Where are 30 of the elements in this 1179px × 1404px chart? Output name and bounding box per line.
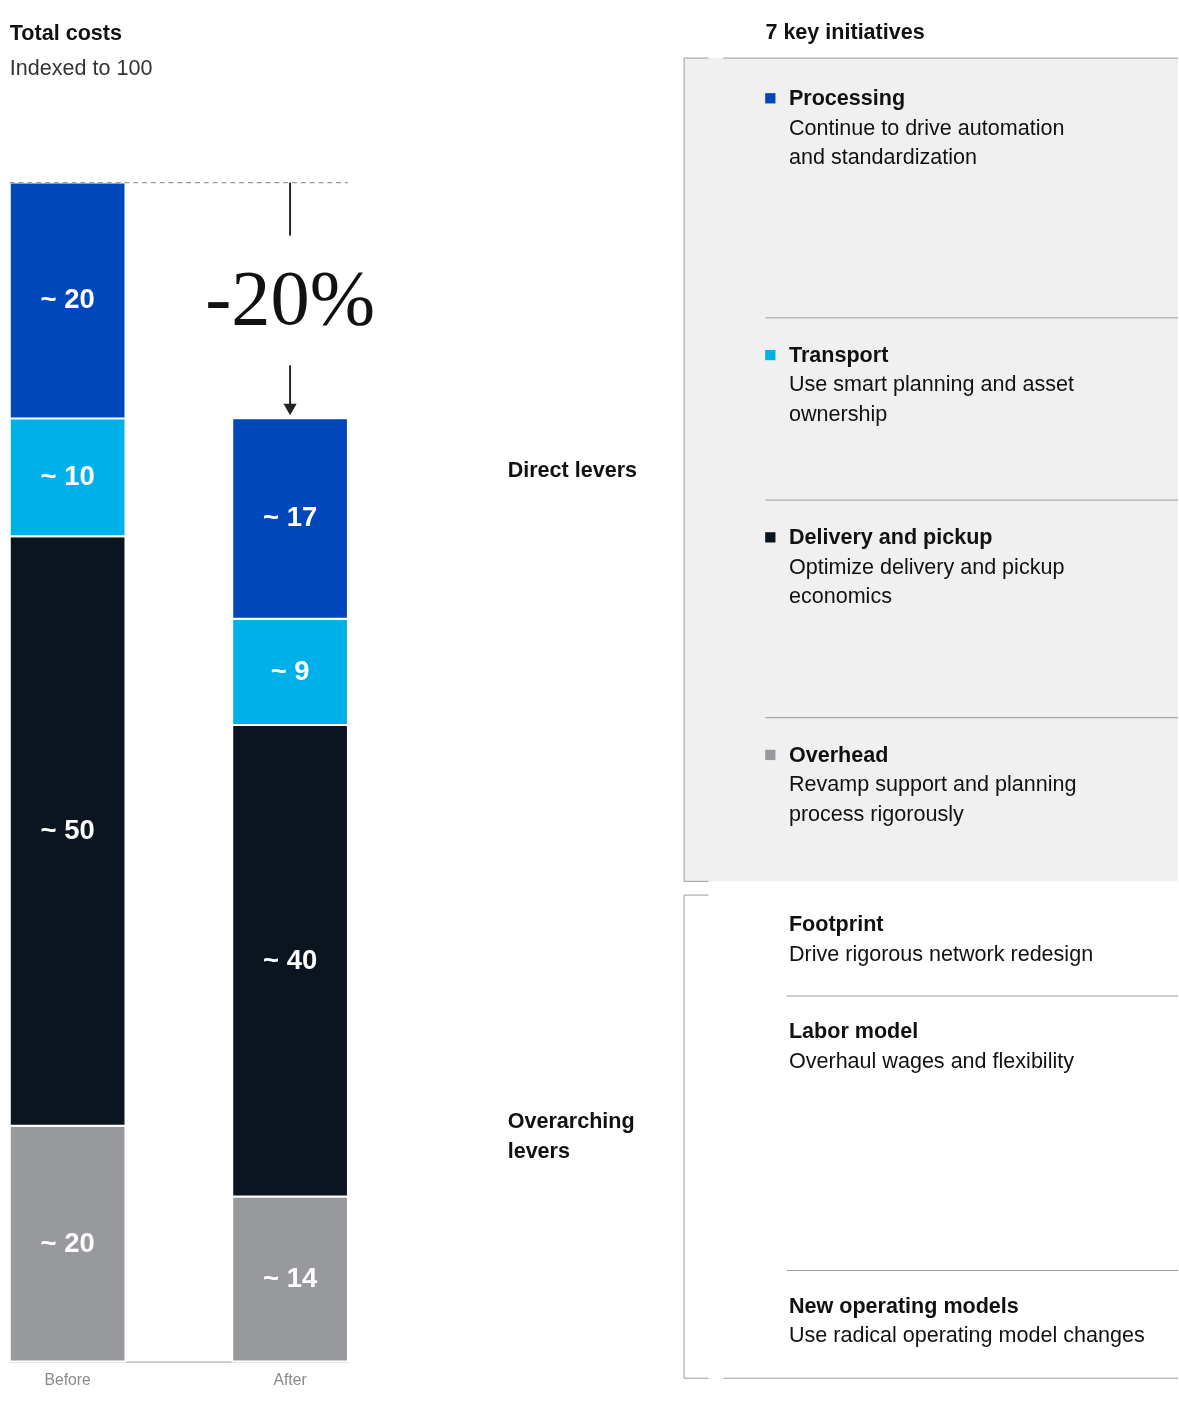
text: Use radical operating model changes	[788, 1321, 1145, 1347]
text: New operating models	[788, 1292, 1019, 1318]
text: Overarching levers	[507, 1108, 635, 1163]
text: Drive rigorous network redesign	[788, 940, 1094, 966]
legend-label: Delivery and pickup	[788, 524, 993, 550]
data-label: ~ 40	[263, 943, 318, 975]
legend-label: Overhead	[788, 741, 889, 767]
data-label: ~ 14	[263, 1261, 318, 1293]
text: Footprint	[788, 911, 884, 937]
text: 7 key initiatives	[765, 19, 925, 45]
data-label: ~ 20	[40, 283, 95, 315]
data-label: ~ 17	[263, 501, 318, 533]
data-label: ~ 9	[270, 654, 310, 686]
annotation: -20%	[205, 253, 375, 341]
text: Direct levers	[507, 456, 638, 482]
text: Labor model	[788, 1018, 919, 1044]
text: Use smart planning and asset ownership	[788, 371, 1075, 426]
text: Optimize delivery and pickup economics	[788, 553, 1065, 609]
legend-label: Processing	[788, 85, 906, 111]
text: Overhaul wages and flexibility	[788, 1047, 1075, 1073]
chart-subtitle: Indexed to 100	[9, 54, 153, 80]
x-tick-label: Before	[44, 1370, 91, 1388]
legend-label: Transport	[788, 341, 889, 367]
chart-title: Total costs	[9, 20, 122, 46]
data-label: ~ 20	[40, 1226, 95, 1258]
data-label: ~ 50	[40, 813, 95, 845]
text: Continue to drive automation and standardization	[788, 114, 1065, 169]
data-label: ~ 10	[40, 460, 95, 492]
text: Revamp support and planning process rigorously	[788, 771, 1077, 826]
x-tick-label: After	[273, 1370, 307, 1388]
